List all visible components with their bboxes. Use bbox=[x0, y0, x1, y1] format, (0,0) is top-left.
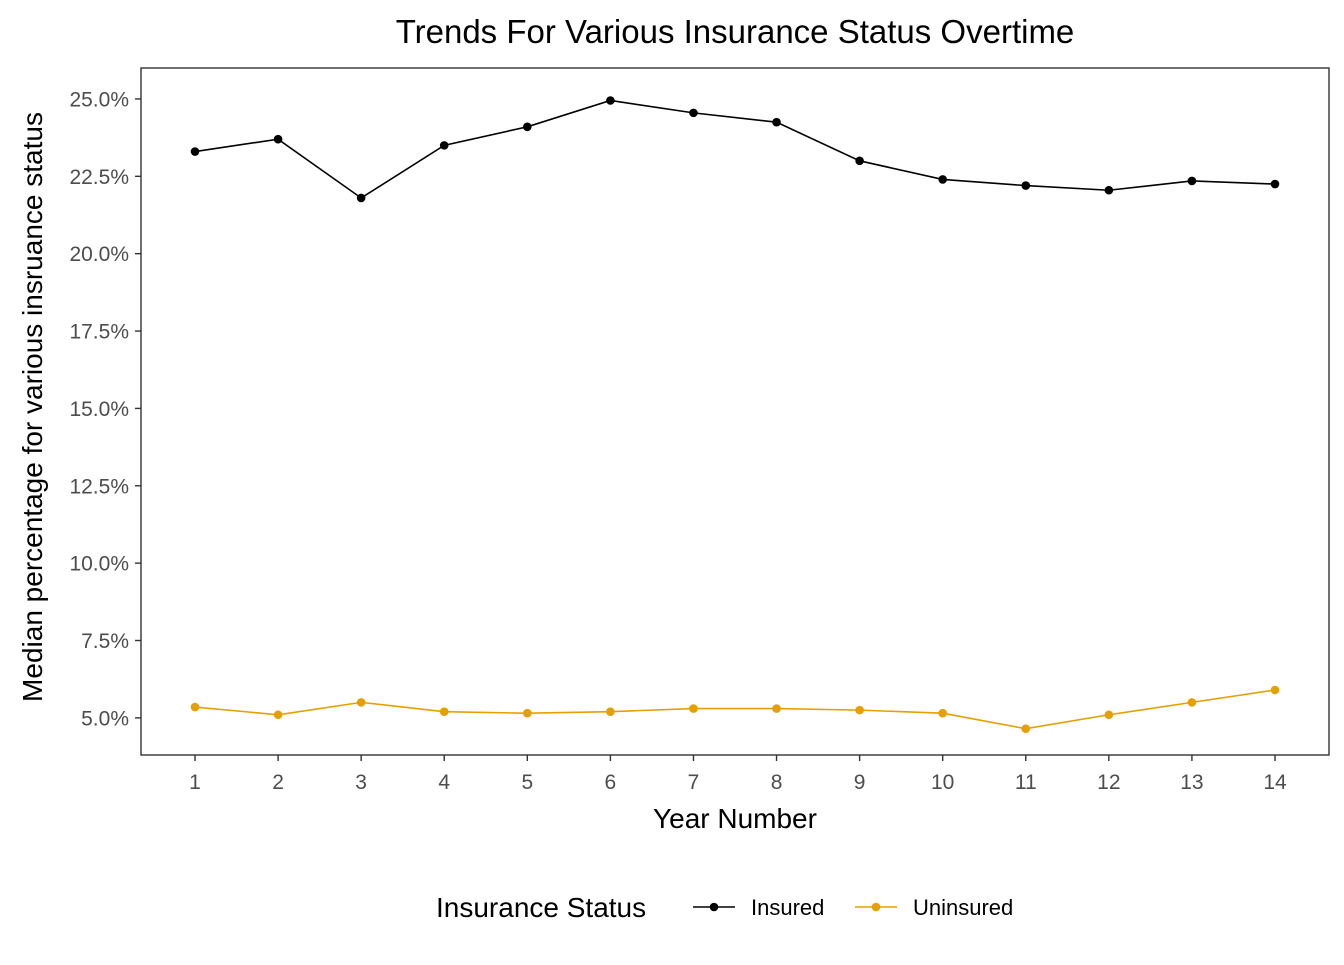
data-point-insured bbox=[689, 108, 698, 118]
x-tick-label: 14 bbox=[1263, 771, 1287, 794]
x-tick-label: 3 bbox=[355, 771, 367, 794]
data-point-uninsured bbox=[1104, 710, 1114, 720]
legend-label-insured: Insured bbox=[751, 895, 824, 920]
x-tick-label: 2 bbox=[272, 771, 284, 794]
legend-item-insured: Insured bbox=[693, 895, 824, 920]
legend-item-uninsured: Uninsured bbox=[855, 895, 1013, 920]
x-tick-label: 1 bbox=[189, 771, 201, 794]
data-point-uninsured bbox=[1187, 698, 1197, 707]
data-point-uninsured bbox=[689, 704, 698, 713]
legend-title: Insurance Status bbox=[436, 892, 646, 923]
data-point-insured bbox=[356, 193, 366, 203]
data-point-uninsured bbox=[190, 702, 200, 712]
x-tick-label: 4 bbox=[438, 771, 450, 794]
data-point-uninsured bbox=[606, 707, 615, 716]
data-point-insured bbox=[190, 147, 200, 156]
series-line-insured bbox=[194, 99, 1276, 199]
x-tick-label: 13 bbox=[1180, 771, 1203, 794]
data-point-uninsured bbox=[772, 704, 781, 713]
y-tick-label: 20.0% bbox=[69, 243, 129, 266]
chart-title: Trends For Various Insurance Status Over… bbox=[396, 13, 1075, 50]
x-tick-label: 12 bbox=[1097, 771, 1120, 794]
data-point-insured bbox=[606, 96, 615, 105]
data-point-insured bbox=[938, 175, 947, 184]
x-tick-label: 5 bbox=[521, 771, 533, 794]
y-tick-label: 5.0% bbox=[81, 707, 129, 730]
legend-label-uninsured: Uninsured bbox=[913, 895, 1013, 920]
data-point-uninsured bbox=[439, 707, 449, 716]
series-uninsured bbox=[190, 685, 1280, 733]
data-point-insured bbox=[523, 122, 532, 132]
series-line-uninsured bbox=[194, 689, 1276, 730]
data-point-insured bbox=[1104, 185, 1114, 195]
legend-items: Insured Uninsured bbox=[693, 895, 1013, 920]
legend-key-point bbox=[709, 902, 719, 912]
y-axis-ticks: 5.0% 7.5% 10.0% 12.5% 15.0% 17.5% 20.0% 22.5% 25… bbox=[69, 88, 141, 730]
data-point-insured bbox=[1270, 179, 1280, 189]
x-tick-label: 10 bbox=[931, 771, 954, 794]
x-tick-label: 6 bbox=[605, 771, 617, 794]
y-tick-label: 15.0% bbox=[69, 398, 129, 421]
data-point-insured bbox=[1187, 176, 1197, 186]
data-point-uninsured bbox=[938, 708, 947, 718]
data-point-uninsured bbox=[1021, 724, 1031, 733]
legend-key-point bbox=[871, 902, 881, 912]
data-point-uninsured bbox=[523, 708, 532, 718]
x-tick-label: 7 bbox=[688, 771, 700, 794]
data-point-insured bbox=[855, 156, 864, 166]
x-axis-ticks: 1 2 3 4 5 6 7 8 9 10 11 12 13 14 bbox=[189, 755, 1287, 794]
data-point-insured bbox=[273, 134, 283, 144]
data-point-insured bbox=[1021, 181, 1031, 190]
y-tick-label: 22.5% bbox=[69, 166, 129, 189]
data-point-uninsured bbox=[1270, 685, 1280, 695]
y-tick-label: 17.5% bbox=[69, 321, 129, 344]
series-insured bbox=[190, 96, 1280, 203]
data-point-uninsured bbox=[356, 698, 366, 707]
y-tick-label: 25.0% bbox=[69, 88, 129, 111]
x-tick-label: 8 bbox=[771, 771, 783, 794]
x-tick-label: 9 bbox=[854, 771, 866, 794]
data-point-uninsured bbox=[855, 705, 864, 715]
x-axis-title: Year Number bbox=[653, 803, 817, 834]
x-tick-label: 11 bbox=[1015, 771, 1037, 794]
legend: Insurance Status Insured Uninsured bbox=[436, 892, 1013, 923]
data-point-insured bbox=[439, 141, 449, 150]
y-tick-label: 12.5% bbox=[69, 475, 129, 498]
data-point-insured bbox=[772, 117, 781, 127]
data-point-uninsured bbox=[273, 710, 283, 720]
plot-panel-border bbox=[140, 67, 1330, 756]
data-series bbox=[190, 96, 1280, 733]
y-tick-label: 7.5% bbox=[81, 630, 129, 653]
y-axis-title: Median percentage for various insruance … bbox=[17, 112, 48, 702]
y-tick-label: 10.0% bbox=[69, 553, 129, 576]
